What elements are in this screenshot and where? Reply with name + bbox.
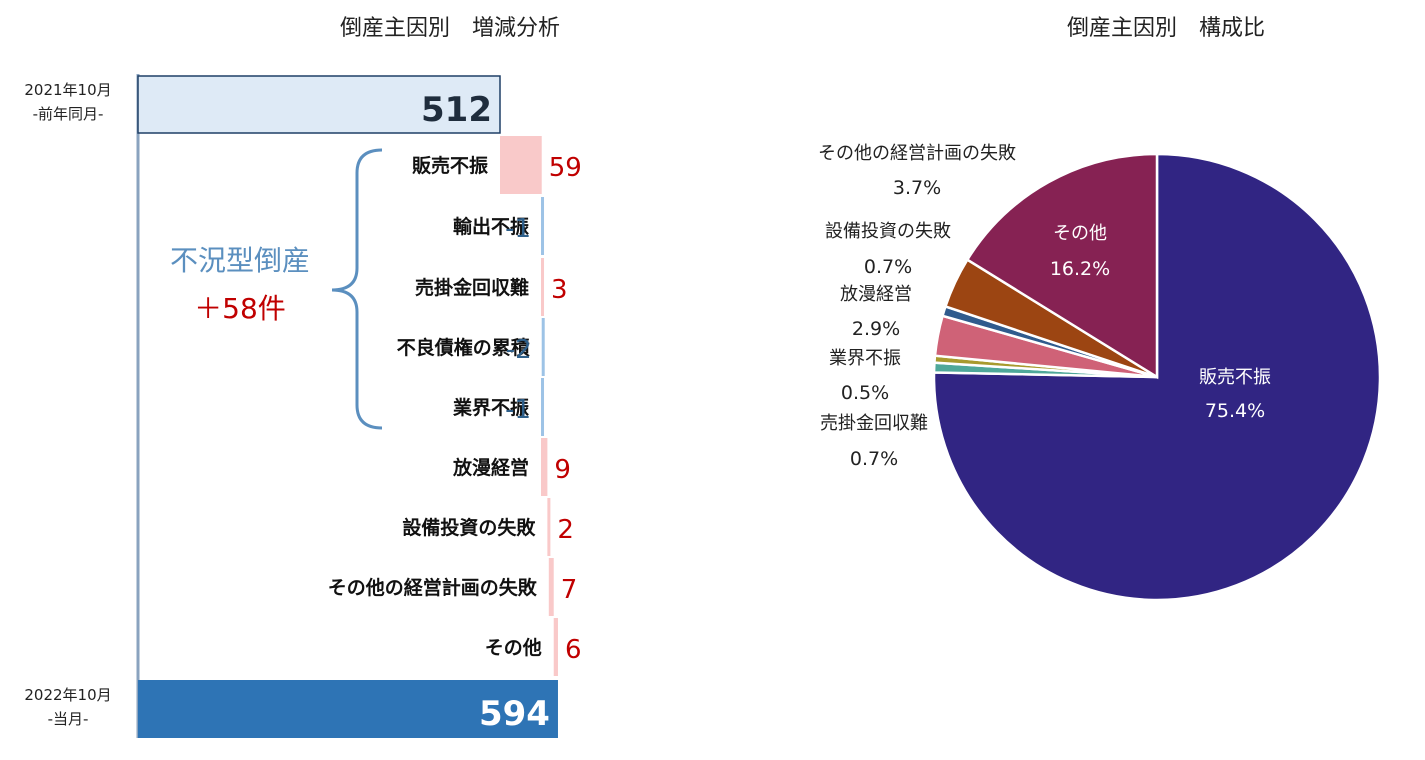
category-label: 業界不振 <box>452 396 529 419</box>
change-value-label: 2 <box>557 515 574 545</box>
slice-name-label: その他 <box>1053 223 1107 244</box>
waterfall-bar <box>553 618 558 676</box>
change-value-label: 59 <box>549 153 582 183</box>
pie-chart: 販売不振 75.4% その他 16.2% その他の経営計画の失敗 3.7% 設備投資の失敗 0… <box>818 143 1382 602</box>
change-value-label: -1 <box>505 214 531 244</box>
change-value-label: 7 <box>561 575 578 605</box>
pie-slice <box>965 152 1159 380</box>
change-value-label: -2 <box>506 335 532 365</box>
waterfall-bar <box>541 438 548 496</box>
end-total-bar <box>138 680 558 738</box>
slice-name-label: 販売不振 <box>1199 367 1271 388</box>
group-label: 不況型倒産 <box>170 244 310 277</box>
slice-percent-label: 16.2% <box>1050 258 1110 280</box>
slice-name-label: その他の経営計画の失敗 <box>818 143 1016 164</box>
pie-title: 倒産主因別 構成比 <box>1067 16 1266 41</box>
category-label: その他の経営計画の失敗 <box>328 576 538 599</box>
waterfall-bar <box>541 318 545 376</box>
start-total-value: 512 <box>421 90 492 130</box>
waterfall-bar <box>541 378 545 436</box>
waterfall-bar <box>541 197 545 255</box>
slice-name-label: 売掛金回収難 <box>820 413 928 434</box>
category-label: 放漫経営 <box>452 456 529 479</box>
start-period-note: -前年同月- <box>32 105 104 123</box>
category-label: 販売不振 <box>412 154 488 177</box>
slice-percent-label: 3.7% <box>893 177 941 199</box>
start-total-bar <box>137 75 501 134</box>
end-total-value: 594 <box>479 694 550 734</box>
waterfall-title: 倒産主因別 増減分析 <box>340 16 561 41</box>
end-period-note: -当月- <box>47 710 89 728</box>
slice-percent-label: 0.7% <box>864 256 912 278</box>
waterfall-bar <box>547 498 551 556</box>
slice-name-label: 業界不振 <box>829 348 901 369</box>
slice-percent-label: 75.4% <box>1205 400 1265 422</box>
slice-name-label: 設備投資の失敗 <box>825 221 951 242</box>
waterfall-bar <box>500 136 542 194</box>
change-value-label: 6 <box>565 635 582 665</box>
slice-name-label: 放漫経営 <box>840 284 912 305</box>
group-brace: 不況型倒産 ＋58件 <box>170 148 383 430</box>
brace-path <box>331 148 383 430</box>
waterfall-bar <box>541 258 545 316</box>
end-period-label: 2022年10月 -当月- <box>0 683 136 731</box>
change-value-label: -1 <box>505 395 531 425</box>
category-label: その他 <box>485 636 542 659</box>
category-label: 設備投資の失敗 <box>402 516 536 539</box>
slice-percent-label: 0.7% <box>850 448 898 470</box>
change-value-label: 3 <box>551 275 568 305</box>
slice-percent-label: 2.9% <box>852 318 900 340</box>
category-label: 輸出不振 <box>453 215 529 238</box>
change-value-label: 9 <box>554 455 571 485</box>
group-change-value: ＋58件 <box>194 292 286 325</box>
start-period-label: 2021年10月 -前年同月- <box>0 78 136 126</box>
category-label: 不良債権の累積 <box>397 336 530 359</box>
start-period-date: 2021年10月 <box>24 81 112 99</box>
end-period-date: 2022年10月 <box>24 686 112 704</box>
category-label: 売掛金回収難 <box>415 276 529 299</box>
slice-percent-label: 0.5% <box>841 382 889 404</box>
waterfall-bar <box>548 558 554 616</box>
